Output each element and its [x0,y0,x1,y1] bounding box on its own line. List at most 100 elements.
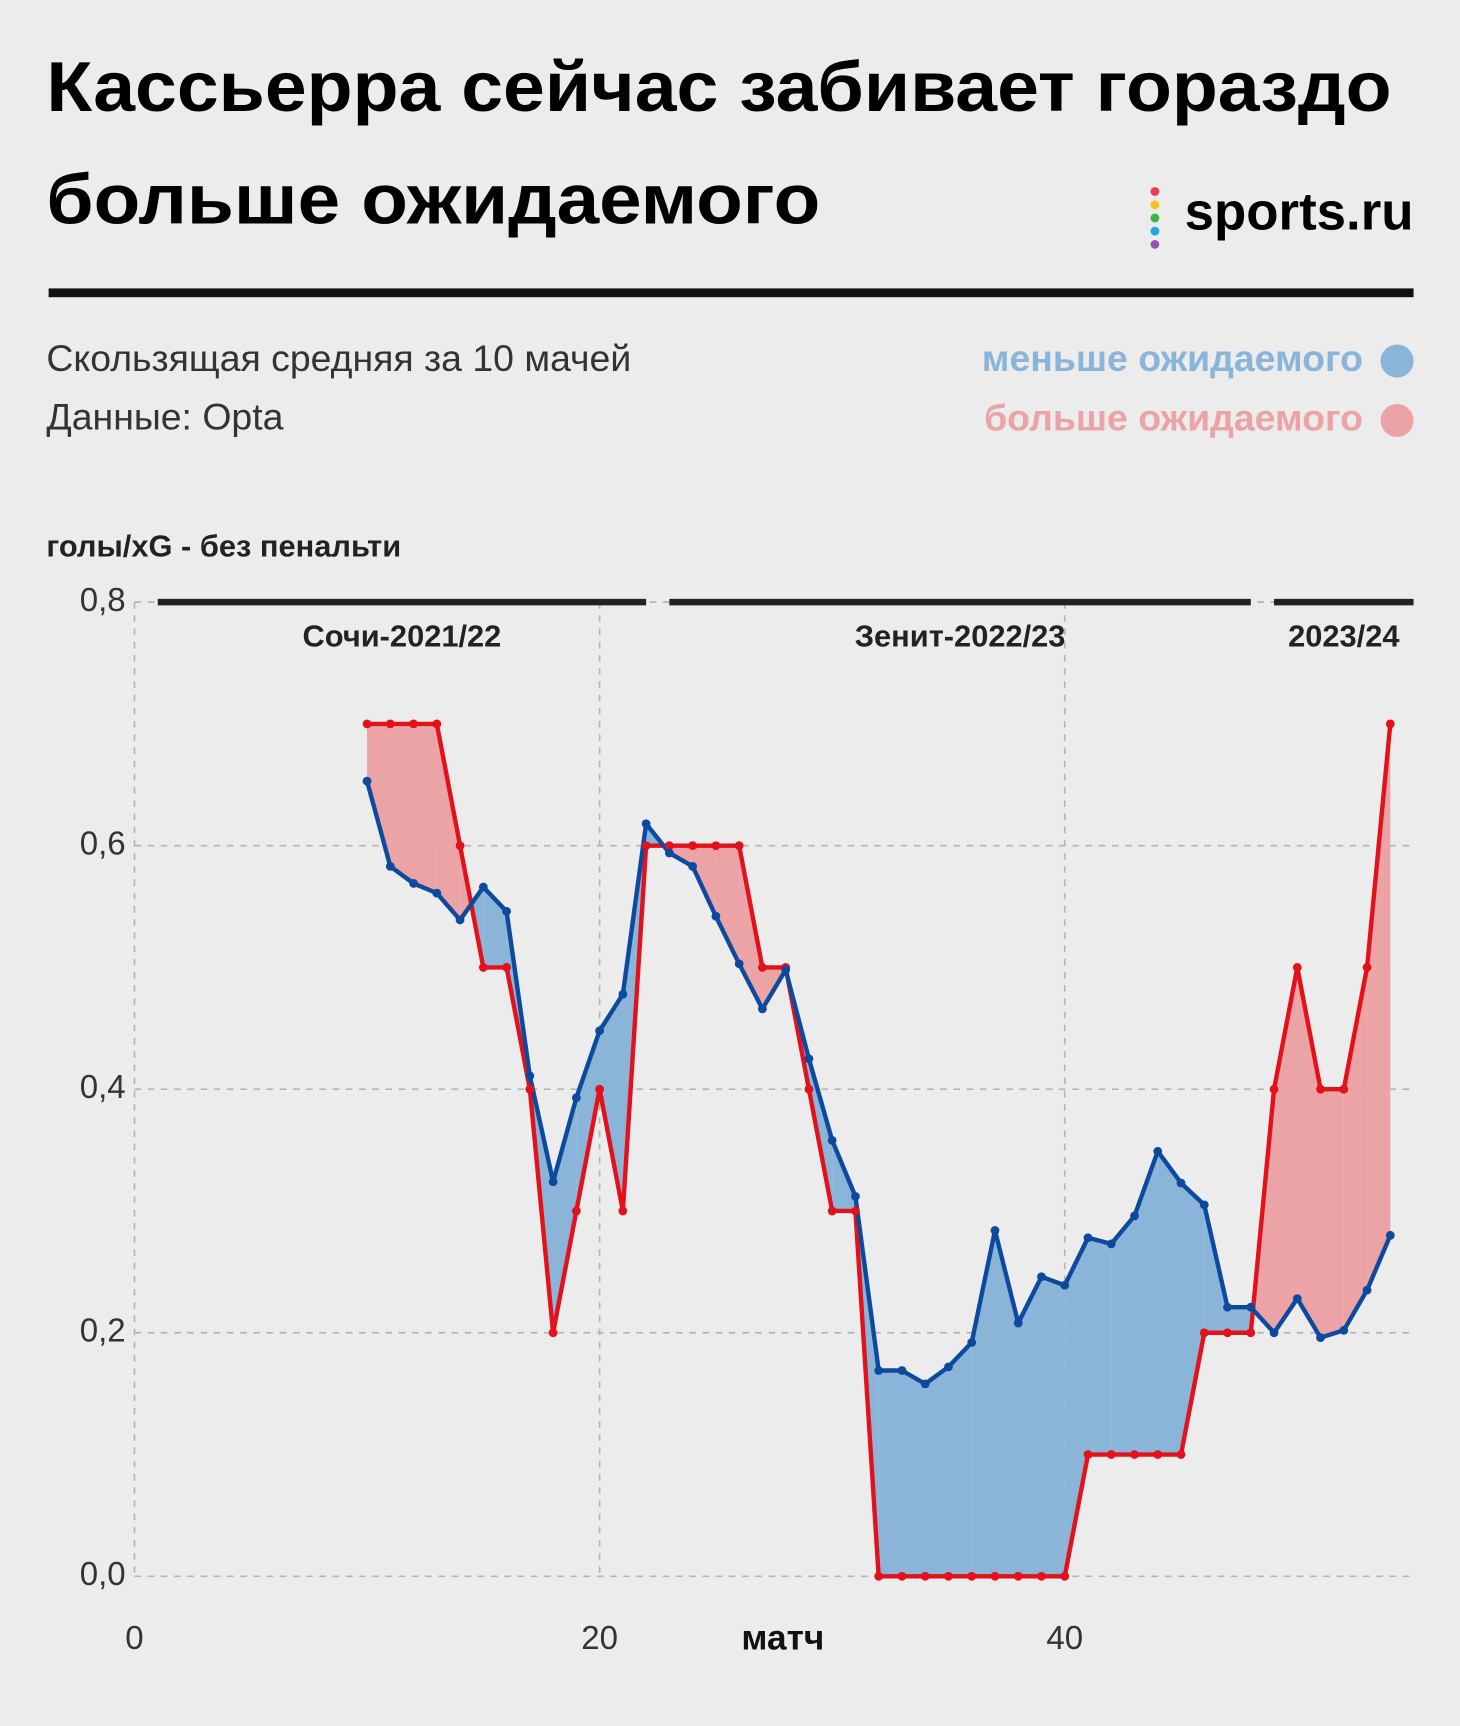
point [548,1177,558,1187]
point [641,841,651,851]
x-tick-label: 20 [581,1619,618,1656]
area-fill [901,1370,926,1577]
point [944,1571,953,1581]
point [1153,1146,1163,1156]
point [1316,1333,1325,1343]
area-fill [878,1370,902,1577]
point [1339,1325,1349,1335]
point [432,888,442,898]
point [362,719,372,729]
area-fill [367,723,391,867]
point [1385,719,1395,729]
area-fill [925,1366,949,1577]
area-fill [1018,1276,1042,1577]
point [897,1571,907,1581]
point [362,776,372,786]
area-fill [576,1030,600,1211]
point [804,1054,814,1064]
legend-swatch [1380,403,1414,438]
point [851,1191,860,1201]
point [1223,1302,1232,1312]
x-axis-label: матч [741,1618,824,1657]
point [1013,1571,1023,1581]
point [409,879,418,888]
point [1246,1302,1256,1312]
point [874,1366,884,1375]
point [944,1362,953,1372]
area-fill [1111,1215,1135,1455]
subtitle: Данные: Opta [46,395,283,437]
point [1176,1178,1186,1188]
y-tick-label: 0,4 [80,1068,126,1105]
area-fill [1320,1089,1344,1338]
logo-dot [1150,200,1160,210]
point [874,1571,884,1581]
season-label: Сочи-2021/22 [303,619,502,654]
point [1339,1084,1349,1094]
logo-dot [1150,226,1160,236]
y-tick-label: 0,8 [80,581,126,618]
area-fill [948,1342,972,1577]
chart-title: больше ожидаемого [46,159,820,238]
area-fill [715,845,740,964]
point [990,1571,1000,1581]
y-tick-label: 0,2 [80,1311,126,1348]
point [688,841,698,851]
point [1176,1450,1186,1459]
legend-label: больше ожидаемого [984,396,1363,438]
point [478,963,488,972]
y-tick-label: 0,0 [80,1555,126,1592]
area-fill [1343,967,1368,1331]
point [1106,1450,1116,1459]
point [1037,1272,1046,1282]
point [920,1571,930,1581]
point [1130,1211,1139,1221]
point [1153,1450,1163,1459]
area-fill [1157,1151,1182,1455]
point [757,1004,767,1014]
point [1292,1294,1302,1304]
point [1013,1318,1023,1328]
point [478,882,488,892]
point [1083,1233,1093,1243]
area-fill [436,723,461,920]
point [641,819,651,829]
area-fill [1134,1151,1158,1455]
x-tick-label: 0 [125,1619,143,1656]
area-fill [1227,1307,1251,1333]
point [1060,1280,1070,1290]
point [1246,1328,1256,1338]
title-rule [48,288,1414,298]
point [1083,1450,1093,1459]
point [897,1366,907,1375]
point [525,1084,535,1094]
point [1269,1084,1279,1094]
point [1316,1084,1325,1094]
point [711,911,721,921]
point [827,1135,837,1145]
point [1106,1239,1116,1249]
point [664,841,674,851]
x-tick-label: 40 [1046,1619,1083,1656]
season-label: 2023/24 [1288,619,1399,654]
point [595,1084,605,1094]
point [664,848,674,858]
point [1199,1328,1209,1338]
point [1199,1200,1209,1210]
chart-title: Кассьерра сейчас забивает гораздо [46,47,1391,126]
area-fill [390,723,414,884]
logo-dot [1150,239,1160,249]
area-fill [994,1230,1019,1577]
area-fill [1064,1237,1088,1577]
point [502,907,511,916]
point [1362,1285,1372,1295]
logo-dot [1150,187,1160,196]
point [1362,963,1372,972]
point [548,1328,558,1338]
point [1292,963,1302,972]
point [781,965,791,975]
point [757,963,767,972]
logo-dots [1150,187,1160,249]
point [804,1084,814,1094]
logo-dot [1150,213,1160,223]
